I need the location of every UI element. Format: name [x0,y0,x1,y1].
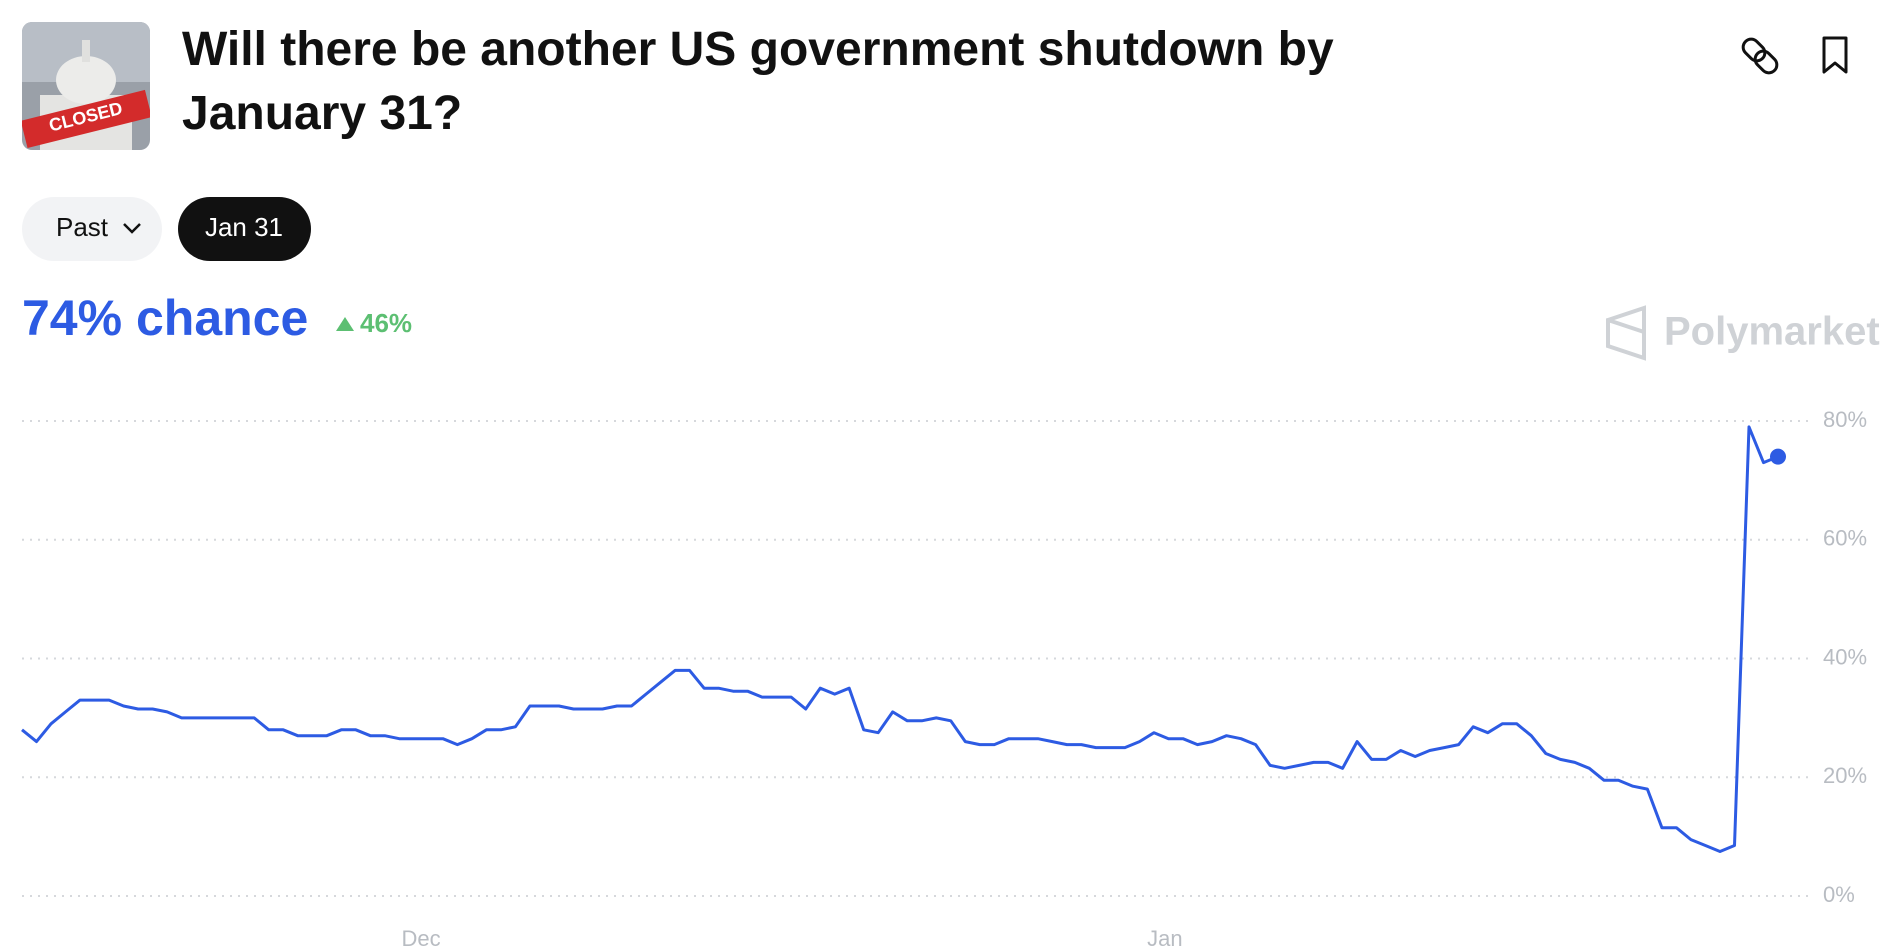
chart: 0% 20% 40% 60% 80% Dec Jan [21,407,1867,950]
last-point [1770,448,1786,465]
price-line [21,425,1779,853]
market-image: CLOSED [22,22,150,150]
y-tick-label: 40% [1823,644,1867,669]
change-arrow [336,317,354,331]
link-icon[interactable] [1740,36,1780,76]
brand: Polymarket [1664,310,1880,354]
change: 46% [360,308,412,338]
brand-logo [1606,305,1646,361]
y-tick-label: 20% [1823,763,1867,788]
title: Will there be another US government shut… [182,23,1334,140]
y-tick-label: 60% [1823,526,1867,551]
past-label: Past [56,212,109,242]
date-button[interactable]: Jan 31 [178,197,311,261]
chance: 74% chance [22,290,308,346]
x-tick-label: Jan [1147,926,1182,950]
y-tick-label: 80% [1823,407,1867,432]
bookmark-icon[interactable] [1822,36,1848,74]
y-tick-label: 0% [1823,882,1855,907]
date-label: Jan 31 [205,212,283,242]
x-tick-label: Dec [402,926,441,950]
title-box: Will there be another US government shut… [182,23,1334,140]
past-button[interactable]: Past [22,197,162,261]
